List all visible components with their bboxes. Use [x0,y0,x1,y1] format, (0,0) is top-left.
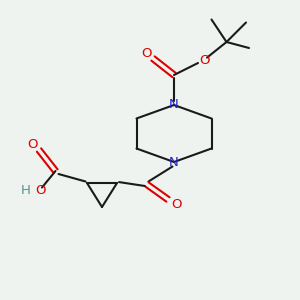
Text: H: H [21,184,30,197]
Text: O: O [35,184,46,197]
Text: N: N [169,98,179,112]
Text: O: O [28,138,38,151]
Text: O: O [199,53,209,67]
Text: N: N [169,155,179,169]
Text: O: O [171,197,182,211]
Text: O: O [142,47,152,61]
